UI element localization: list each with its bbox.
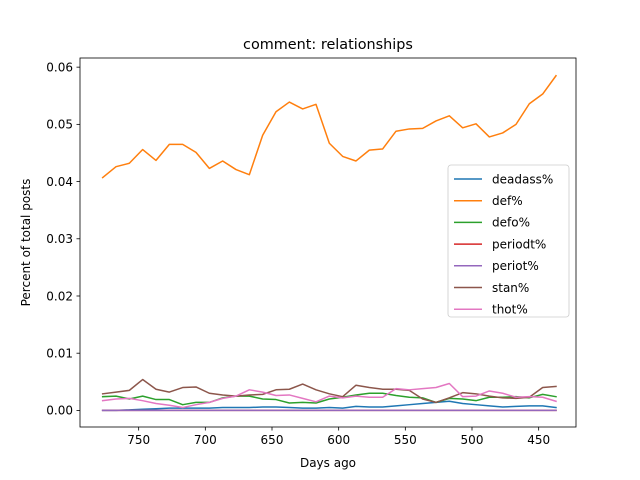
legend: deadass% def% defo% periodt% periot% stan% tho… xyxy=(447,164,570,318)
axes-frame xyxy=(79,57,577,428)
series-line-thot xyxy=(101,382,557,409)
chart-title: comment: relationships xyxy=(243,37,413,53)
x-tick-label: 650 xyxy=(261,433,284,447)
plot-area xyxy=(101,74,558,412)
y-axis-label: Percent of total posts xyxy=(19,179,33,307)
y-tick-label: 0.04 xyxy=(46,175,73,189)
legend-label-def: def% xyxy=(492,194,523,208)
series-line-deadass xyxy=(101,400,557,412)
y-axis-ticks: 0.00 0.01 0.02 0.03 0.04 0.05 0.06 xyxy=(46,60,80,418)
x-tick-label: 600 xyxy=(327,433,350,447)
series-line-defo xyxy=(101,392,557,406)
y-tick-label: 0.01 xyxy=(46,347,73,361)
x-tick-label: 450 xyxy=(527,433,550,447)
legend-frame xyxy=(447,164,570,318)
x-tick-label: 500 xyxy=(461,433,484,447)
series-line-def xyxy=(101,74,558,179)
x-tick-label: 550 xyxy=(394,433,417,447)
legend-label-defo: defo% xyxy=(492,216,530,230)
legend-label-thot: thot% xyxy=(492,303,528,317)
x-tick-label: 700 xyxy=(194,433,217,447)
legend-items: deadass% def% defo% periodt% periot% stan% tho… xyxy=(454,172,553,317)
y-tick-label: 0.00 xyxy=(46,404,73,418)
y-tick-label: 0.06 xyxy=(46,60,73,74)
y-tick-label: 0.02 xyxy=(46,289,73,303)
x-tick-label: 750 xyxy=(127,433,150,447)
x-axis-label: Days ago xyxy=(300,456,356,470)
x-axis-ticks: 750 700 650 600 550 500 450 xyxy=(127,427,550,447)
legend-label-deadass: deadass% xyxy=(492,172,553,186)
legend-label-periot: periot% xyxy=(492,259,539,273)
legend-label-periodt: periodt% xyxy=(492,237,546,251)
legend-label-stan: stan% xyxy=(492,281,529,295)
y-tick-label: 0.03 xyxy=(46,232,73,246)
y-tick-label: 0.05 xyxy=(46,118,73,132)
